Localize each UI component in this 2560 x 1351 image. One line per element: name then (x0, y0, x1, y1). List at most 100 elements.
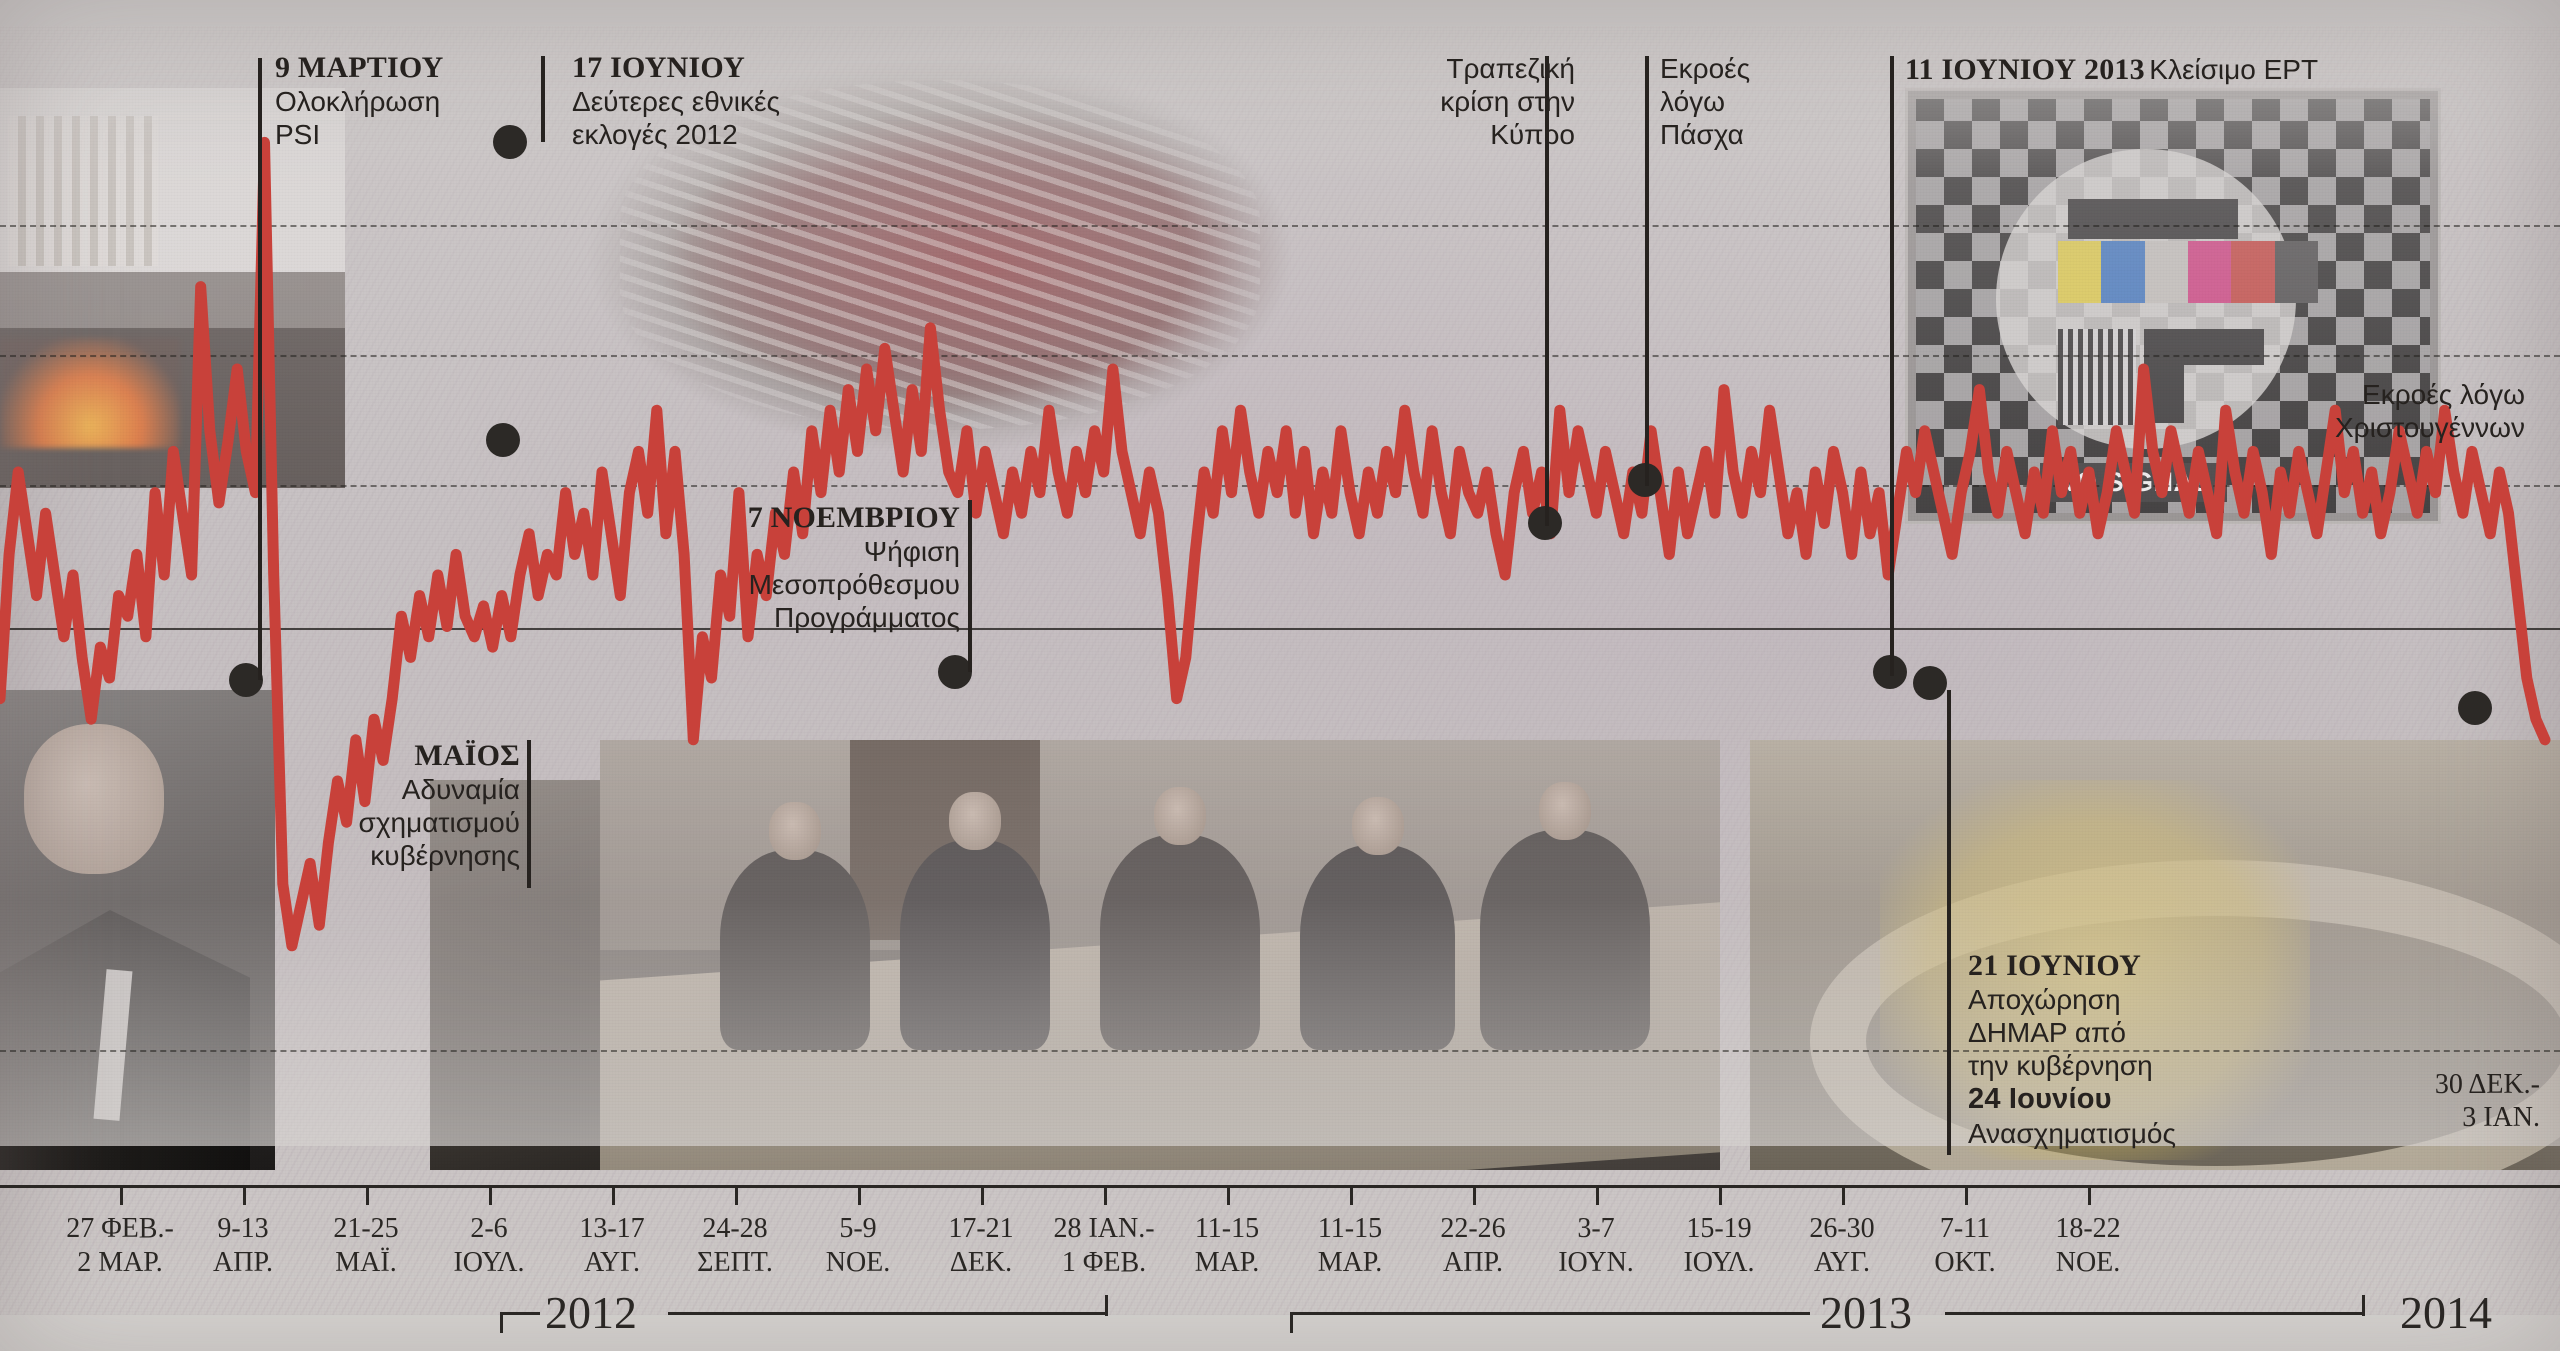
x-axis-tick (1842, 1185, 1845, 1205)
x-axis-label-line: ΜΑΡ. (1317, 1247, 1383, 1279)
x-axis-label-line: 2 ΜΑΡ. (77, 1247, 163, 1279)
x-axis-label: 9-13 ΑΠΡ. (158, 1212, 328, 1280)
chart-event-marker (938, 655, 972, 689)
x-axis-label-line: 24-28 (702, 1213, 768, 1244)
x-axis-label-line: ΑΠΡ. (213, 1247, 273, 1279)
gridline (0, 225, 2560, 227)
annotation-may: ΜΑΪΟΣ Αδυναμία σχηματισμού κυβέρνησης (280, 738, 520, 872)
x-axis-label-line: 1 ΦΕΒ. (1061, 1247, 1147, 1279)
x-axis-tick (2088, 1185, 2091, 1205)
leader-line-psi (258, 58, 262, 680)
x-axis-label: 3-7 ΙΟΥΝ. (1511, 1212, 1681, 1280)
annotation-may-line1: Αδυναμία (401, 774, 520, 806)
annotation-psi: 9 ΜΑΡΤΙΟΥ Ολοκλήρωση PSI (275, 50, 565, 151)
x-axis-tick (981, 1185, 984, 1205)
gridline (0, 355, 2560, 357)
year-label-2012: 2012 (545, 1287, 637, 1338)
annotation-xmas-line2: Χριστουγέννων (2335, 412, 2525, 444)
annotation-newyear-line1: 30 ΔΕΚ.- (2434, 1069, 2540, 1100)
chart-series-line (0, 136, 2551, 952)
annotation-may-line2: σχηματισμού (358, 807, 520, 839)
annotation-dimar-line3: την κυβέρνηση (1968, 1050, 2153, 1082)
x-axis-label-line: 17-21 (948, 1213, 1014, 1244)
leader-line-midterm (968, 500, 972, 672)
x-axis-baseline (0, 1185, 2560, 1188)
x-axis-label: 18-22 ΝΟΕ. (2003, 1212, 2173, 1280)
x-axis-tick (735, 1185, 738, 1205)
year-rule-cap-mid-b (1290, 1312, 1293, 1333)
leader-line-elections (541, 56, 545, 142)
year-rule-2012-left (500, 1312, 540, 1315)
x-axis-label-line: 5-9 (839, 1213, 877, 1244)
x-axis-label-line: ΙΟΥΝ. (1558, 1247, 1634, 1279)
x-axis-tick (1104, 1185, 1107, 1205)
year-rule-2013-right (1945, 1312, 2365, 1315)
annotation-cyprus-line2: κρίση στην (1440, 86, 1575, 118)
annotation-ert-line1: Κλείσιμο ΕΡΤ (2149, 54, 2319, 85)
annotation-easter-line2: λόγω (1660, 86, 1726, 118)
annotation-psi-line2: PSI (275, 119, 321, 151)
x-axis-label-line: 7-11 (1939, 1213, 1991, 1244)
annotation-xmas: Εκροές λόγω Χριστουγέννων (2215, 378, 2525, 444)
annotation-elections-head: 17 ΙΟΥΝΙΟΥ (572, 51, 745, 84)
x-axis-tick (1719, 1185, 1722, 1205)
year-rule-2012-right (668, 1312, 1108, 1315)
x-axis-label-line: 9-13 (217, 1213, 269, 1244)
x-axis-label-line: 27 ΦΕΒ.- (66, 1213, 174, 1244)
x-axis-label: 17-21 ΔΕΚ. (896, 1212, 1066, 1280)
x-axis-label-line: 3-7 (1577, 1213, 1615, 1244)
annotation-cyprus: Τραπεζική κρίση στην Κύπρο (1335, 52, 1575, 151)
x-axis-label-line: 28 ΙΑΝ.- (1053, 1213, 1155, 1244)
x-axis-tick (1965, 1185, 1968, 1205)
gridline-solid (0, 628, 2560, 630)
leader-line-ert (1890, 56, 1894, 676)
x-axis-tick (120, 1185, 123, 1205)
x-axis-label-line: ΔΕΚ. (949, 1247, 1013, 1279)
x-axis-label: 22-26 ΑΠΡ. (1388, 1212, 1558, 1280)
annotation-midterm-line3: Προγράμματος (773, 602, 960, 634)
chart-event-markers (229, 125, 2492, 725)
x-axis-label: 28 ΙΑΝ.- 1 ΦΕΒ. (1019, 1212, 1189, 1280)
x-axis-label: 13-17 ΑΥΓ. (527, 1212, 697, 1280)
year-label-2013: 2013 (1820, 1287, 1912, 1338)
x-axis-tick (1227, 1185, 1230, 1205)
annotation-dimar: 21 ΙΟΥΝΙΟΥ Αποχώρηση ΔΗΜΑΡ από την κυβέρ… (1968, 948, 2308, 1150)
leader-line-may (527, 740, 531, 888)
annotation-cyprus-line3: Κύπρο (1490, 119, 1575, 151)
annotation-newyear-line2: 3 ΙΑΝ. (2462, 1102, 2540, 1134)
annotation-dimar-line2: ΔΗΜΑΡ από (1968, 1017, 2126, 1049)
x-axis-label: 11-15 ΜΑΡ. (1142, 1212, 1312, 1280)
annotation-easter-line3: Πάσχα (1660, 119, 1744, 151)
annotation-dimar-head2: 24 Ιουνίου (1968, 1083, 2112, 1116)
leader-line-dimar (1947, 690, 1951, 1155)
annotation-easter-line1: Εκροές (1660, 53, 1751, 84)
x-axis-tick (612, 1185, 615, 1205)
x-axis-label-line: ΑΥΓ. (583, 1247, 640, 1279)
annotation-ert: 11 ΙΟΥΝΙΟΥ 2013 Κλείσιμο ΕΡΤ (1905, 52, 2525, 87)
x-axis-tick (366, 1185, 369, 1205)
x-axis-label-line: ΑΥΓ. (1813, 1247, 1870, 1279)
x-axis-tick (1596, 1185, 1599, 1205)
x-axis-tick (1350, 1185, 1353, 1205)
x-axis-label: 5-9 ΝΟΕ. (773, 1212, 943, 1280)
annotation-elections-line2: εκλογές 2012 (572, 119, 738, 151)
annotation-elections-line1: Δεύτερες εθνικές (572, 86, 780, 118)
x-axis-tick (489, 1185, 492, 1205)
annotation-elections: 17 ΙΟΥΝΙΟΥ Δεύτερες εθνικές εκλογές 2012 (572, 50, 912, 151)
x-axis-label-line: ΝΟΕ. (2055, 1247, 2121, 1279)
annotation-may-head: ΜΑΪΟΣ (414, 739, 520, 772)
x-axis-label-line: 2-6 (470, 1213, 508, 1244)
x-axis-label-line: ΣΕΠΤ. (697, 1247, 773, 1279)
x-axis-label: 15-19 ΙΟΥΛ. (1634, 1212, 1804, 1280)
annotation-cyprus-line1: Τραπεζική (1446, 53, 1575, 84)
annotation-midterm-line2: Μεσοπρόθεσμου (748, 569, 960, 601)
x-axis-tick (1473, 1185, 1476, 1205)
annotation-may-line3: κυβέρνησης (370, 840, 520, 872)
annotation-midterm: 7 ΝΟΕΜΒΡΙΟΥ Ψήφιση Μεσοπρόθεσμου Προγράμ… (660, 500, 960, 634)
chart-event-marker (493, 125, 527, 159)
year-rule-cap-left (500, 1312, 503, 1333)
x-axis-label-line: 21-25 (333, 1213, 399, 1244)
x-axis-label-line: ΜΑΡ. (1194, 1247, 1260, 1279)
x-axis-label-line: ΟΚΤ. (1934, 1247, 1996, 1279)
